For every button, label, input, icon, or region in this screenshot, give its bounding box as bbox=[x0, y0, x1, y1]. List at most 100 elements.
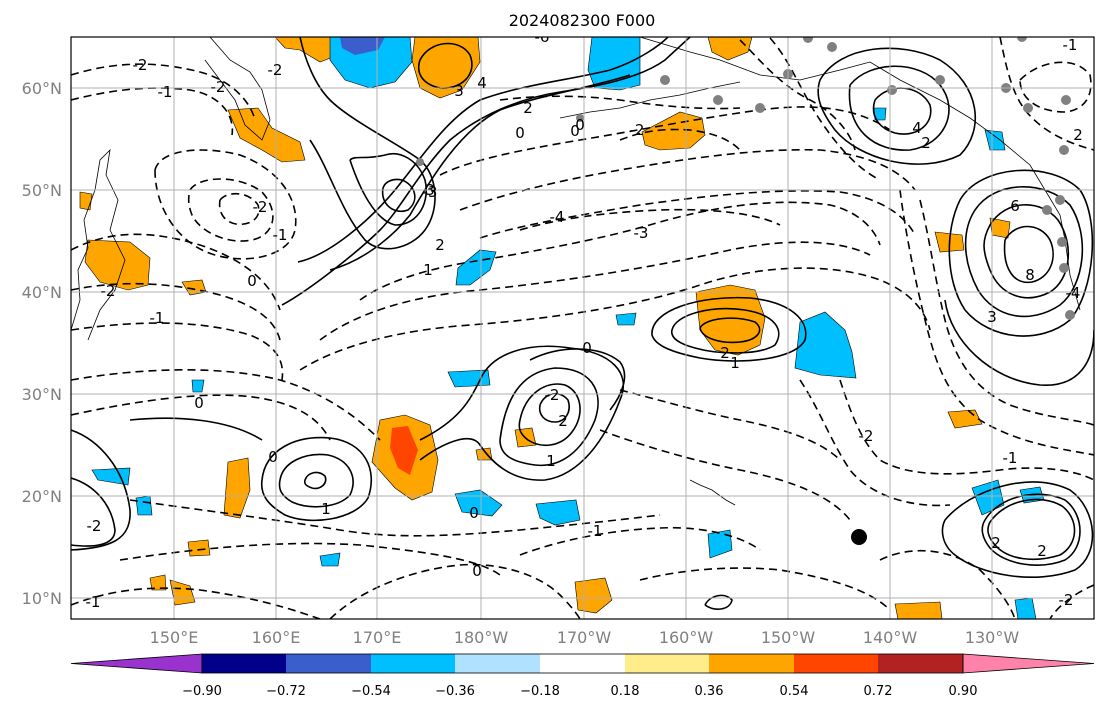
lon-label: 180°W bbox=[454, 628, 509, 647]
contour-label: 8 bbox=[1025, 266, 1035, 284]
positive-contour bbox=[349, 153, 427, 226]
colorbar-tick-label: −0.36 bbox=[435, 684, 475, 699]
positive-anomaly-region bbox=[169, 579, 196, 606]
contour-label: -1 bbox=[588, 522, 603, 540]
positive-anomaly-region bbox=[149, 574, 167, 591]
positive-anomaly-region bbox=[989, 217, 1011, 239]
lon-label: 150°W bbox=[761, 628, 816, 647]
contour-label: 1 bbox=[321, 500, 331, 518]
positive-contour bbox=[418, 42, 473, 89]
strong-positive-anomaly-region bbox=[390, 426, 418, 475]
negative-contour bbox=[519, 526, 761, 556]
positive-contour bbox=[278, 453, 354, 508]
negative-contour bbox=[329, 563, 581, 619]
positive-contour bbox=[260, 436, 373, 522]
positive-contour bbox=[671, 307, 780, 354]
station-marker bbox=[576, 114, 584, 122]
negative-contour bbox=[619, 389, 841, 461]
station-marker bbox=[1023, 103, 1033, 113]
negative-contour bbox=[599, 429, 851, 521]
lat-label: 10°N bbox=[22, 589, 62, 608]
negative-contour bbox=[479, 190, 916, 239]
lat-lon-gridlines bbox=[71, 37, 1094, 619]
negative-contour bbox=[71, 87, 234, 136]
colorbar-tick-label: 0.18 bbox=[611, 684, 640, 699]
negative-contour bbox=[359, 201, 881, 301]
contour-label: 3 bbox=[987, 308, 997, 326]
negative-contour bbox=[619, 128, 741, 151]
contour-label: 2 bbox=[1073, 126, 1083, 144]
figure-title: 2024082300 F000 bbox=[509, 11, 656, 30]
contour-label: 0 bbox=[582, 339, 592, 357]
alaska-coastline bbox=[639, 37, 1081, 311]
station-marker bbox=[416, 158, 424, 166]
colorbar-segment bbox=[878, 654, 963, 673]
station-marker bbox=[1057, 237, 1067, 247]
contour-label: -2 bbox=[133, 56, 148, 74]
contour-label: 0 bbox=[575, 116, 585, 134]
asia-coastline bbox=[71, 148, 126, 341]
positive-anomaly-region bbox=[894, 601, 943, 619]
contour-label: 3 bbox=[454, 82, 464, 100]
positive-anomaly-region bbox=[84, 239, 151, 291]
contour-label: -1 bbox=[86, 593, 101, 611]
lon-label: 160°W bbox=[659, 628, 714, 647]
latitude-axis: 60°N 50°N 40°N 30°N 20°N 10°N bbox=[22, 79, 62, 608]
station-marker bbox=[1059, 145, 1069, 155]
contour-label: -2 bbox=[211, 78, 226, 96]
positive-anomaly-region bbox=[79, 191, 93, 211]
colorbar-segment bbox=[455, 654, 540, 673]
hawaii-islands bbox=[689, 479, 736, 506]
negative-contour bbox=[71, 233, 281, 311]
contour-label: 2 bbox=[1037, 542, 1047, 560]
colorbar-segment bbox=[202, 654, 286, 673]
negative-contour bbox=[319, 241, 871, 341]
contour-label: -2 bbox=[630, 121, 645, 139]
positive-contour bbox=[964, 186, 1084, 318]
negative-contour bbox=[879, 549, 1016, 619]
colorbar-segment bbox=[625, 654, 709, 673]
contour-label: -1 bbox=[1003, 449, 1018, 467]
negative-anomaly-region bbox=[91, 467, 131, 486]
negative-anomaly-region bbox=[794, 311, 857, 379]
positive-contour bbox=[419, 345, 625, 481]
negative-anomaly-region bbox=[191, 379, 205, 393]
colorbar-min-extension bbox=[70, 653, 203, 674]
lon-label: 140°W bbox=[863, 628, 918, 647]
contour-label: -2 bbox=[1059, 591, 1074, 609]
contour-label: -1 bbox=[1063, 36, 1078, 54]
positive-contour bbox=[281, 37, 691, 306]
positive-contour bbox=[297, 37, 669, 263]
storm-center-marker bbox=[851, 529, 867, 545]
contour-lines bbox=[71, 37, 1094, 619]
negative-contour bbox=[71, 63, 256, 121]
station-marker bbox=[1061, 95, 1071, 105]
contour-label: -4 bbox=[550, 208, 565, 226]
negative-contour bbox=[71, 322, 284, 381]
lat-label: 40°N bbox=[22, 283, 62, 302]
longitude-axis: 150°E 160°E 170°E 180°W 170°W 160°W 150°… bbox=[150, 628, 1020, 647]
lat-label: 50°N bbox=[22, 181, 62, 200]
contour-label: 6 bbox=[1010, 197, 1020, 215]
positive-contour bbox=[848, 65, 950, 151]
positive-contour bbox=[651, 296, 807, 362]
colorbar-segments bbox=[70, 653, 1095, 674]
contour-label: -2 bbox=[87, 517, 102, 535]
colorbar-ticks: −0.90 −0.72 −0.54 −0.36 −0.18 0.18 0.36 … bbox=[182, 684, 977, 699]
negative-contour bbox=[299, 267, 931, 371]
negative-anomaly-region bbox=[707, 529, 733, 559]
contour-label: 3 bbox=[425, 181, 435, 199]
negative-contour bbox=[154, 149, 297, 260]
contour-label: -3 bbox=[423, 183, 438, 201]
positive-anomaly-region bbox=[274, 37, 341, 63]
lat-label: 60°N bbox=[22, 79, 62, 98]
colorbar-segment bbox=[286, 654, 371, 673]
positive-contour bbox=[518, 383, 581, 447]
positive-anomaly-region bbox=[223, 457, 251, 519]
contour-label: -4 bbox=[1066, 284, 1081, 302]
colorbar-tick-label: 0.72 bbox=[864, 684, 893, 699]
negative-contour bbox=[839, 379, 1094, 481]
contour-label: -2 bbox=[859, 427, 874, 445]
contour-label: 0 bbox=[472, 562, 482, 580]
